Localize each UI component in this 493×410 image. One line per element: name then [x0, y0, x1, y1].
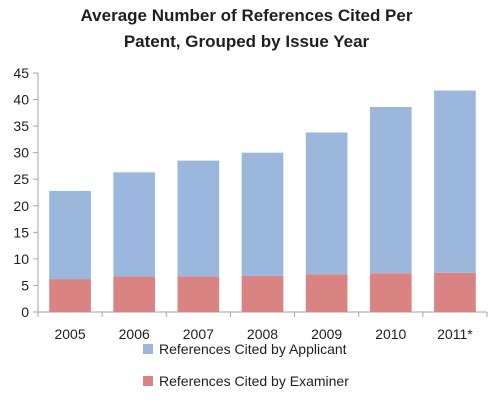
legend-label-applicant: References Cited by Applicant — [159, 341, 347, 357]
y-tick-label: 15 — [13, 224, 29, 240]
y-tick-label: 30 — [13, 145, 29, 161]
bar-examiner-2006 — [113, 276, 156, 312]
y-tick-label: 35 — [13, 118, 29, 134]
legend-swatch-examiner — [143, 376, 153, 386]
bar-examiner-2005 — [49, 279, 91, 312]
x-tick-label: 2011* — [437, 326, 473, 342]
bar-examiner-2009 — [305, 274, 348, 312]
y-tick-label: 20 — [13, 198, 29, 214]
y-tick-label: 0 — [21, 304, 29, 320]
y-tick-label: 40 — [13, 92, 29, 108]
bar-applicant-2010 — [369, 106, 412, 274]
y-tick-label: 25 — [13, 171, 29, 187]
x-tick-label: 2010 — [375, 326, 406, 342]
legend-swatch-applicant — [143, 344, 153, 354]
bar-examiner-2010 — [369, 273, 412, 312]
y-tick-label: 10 — [13, 251, 29, 267]
chart-title-line-2: Patent, Grouped by Issue Year — [123, 32, 370, 51]
x-tick-label: 2005 — [54, 326, 85, 342]
bar-examiner-2008 — [241, 275, 284, 312]
x-tick-label: 2008 — [247, 326, 278, 342]
x-tick-label: 2006 — [119, 326, 150, 342]
y-tick-label: 45 — [13, 65, 29, 81]
bar-applicant-2009 — [305, 132, 348, 275]
bar-applicant-2006 — [113, 172, 156, 277]
y-tick-label: 5 — [21, 277, 29, 293]
x-tick-label: 2009 — [311, 326, 342, 342]
chart-title-line-1: Average Number of References Cited Per — [80, 6, 413, 25]
bar-applicant-2007 — [177, 160, 220, 277]
bar-examiner-2007 — [177, 276, 220, 312]
x-tick-label: 2007 — [183, 326, 214, 342]
legend-label-examiner: References Cited by Examiner — [159, 373, 349, 389]
bar-applicant-2011 — [434, 90, 476, 273]
bar-examiner-2011 — [434, 272, 476, 312]
bar-applicant-2008 — [241, 152, 284, 276]
bar-applicant-2005 — [49, 190, 91, 280]
